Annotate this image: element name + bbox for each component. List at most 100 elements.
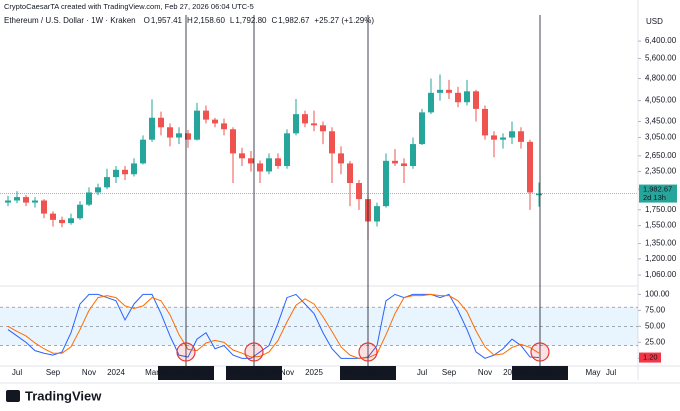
candle-body [482, 108, 488, 136]
candle-body [23, 197, 29, 203]
y-tick-label: 50.00 [645, 321, 666, 330]
candle-body [113, 169, 119, 178]
candle-body [410, 144, 416, 167]
x-tick-label: Jul [606, 368, 616, 377]
candle-body [248, 158, 254, 164]
last-value-label: 1.20 [643, 353, 658, 362]
candle-body [32, 200, 38, 203]
marker-circle [176, 342, 196, 362]
candle-body [536, 193, 542, 196]
change: +25.27 (+1.29%) [314, 16, 374, 25]
y-tick-label: 2,350.00 [645, 167, 677, 176]
candle-body [167, 127, 173, 138]
x-tick-label: Mar [145, 368, 159, 377]
marker-date-box [158, 366, 214, 380]
candle-body [383, 160, 389, 207]
candle-body [518, 131, 524, 142]
candle-body [455, 92, 461, 103]
candle-body [5, 200, 11, 203]
x-tick-label: May [585, 368, 600, 377]
y-tick-label: 1,200.00 [645, 254, 677, 263]
ohlc-key: L [230, 16, 235, 25]
footer-logo: TradingView [6, 388, 102, 403]
y-tick-label: 3,450.00 [645, 117, 677, 126]
candle-body [527, 141, 533, 193]
candle-body [230, 129, 236, 154]
marker-circle [358, 342, 378, 362]
candle-body [275, 158, 281, 167]
marker-date-label: Mon 06 May '24 [159, 368, 212, 377]
last-price-label: 1,982.67 [643, 185, 672, 194]
ohlc-value: 2,158.60 [194, 16, 226, 25]
ohlc-value: 1,957.41 [151, 16, 183, 25]
candle-body [104, 177, 110, 188]
candle-body [266, 158, 272, 172]
last-value-box [639, 352, 661, 363]
candle-body [149, 117, 155, 140]
candle-body [356, 183, 362, 200]
x-tick-label: 2024 [107, 368, 125, 377]
candle-body [41, 200, 47, 214]
candle-body [500, 137, 506, 140]
ohlc-value: 1,982.67 [278, 16, 310, 25]
logo-icon [6, 390, 20, 402]
candle-body [140, 139, 146, 164]
candle-body [392, 160, 398, 164]
candle-body [329, 131, 335, 154]
x-tick-label: Jul [12, 368, 22, 377]
candle-body [446, 89, 452, 93]
candle-body [239, 153, 245, 159]
y-tick-label: 1,350.00 [645, 239, 677, 248]
y-tick-label: 1,060.00 [645, 270, 677, 279]
marker-date-box [226, 366, 282, 380]
candle-body [419, 112, 425, 145]
ohlc-key: C [271, 16, 277, 25]
y-tick-label: 4,800.00 [645, 74, 677, 83]
candle-body [59, 219, 65, 224]
y-tick-label: 1,550.00 [645, 221, 677, 230]
y-tick-label: 75.00 [645, 305, 666, 314]
ohlc-value: 1,792.80 [235, 16, 267, 25]
y-tick-label: 6,400.00 [645, 36, 677, 45]
marker-date-box [512, 366, 568, 380]
candle-body [68, 218, 74, 224]
candle-body [293, 114, 299, 134]
x-tick-label: Jul [417, 368, 427, 377]
candle-body [428, 92, 434, 113]
candle-body [221, 123, 227, 130]
ohlc-key: O [144, 16, 150, 25]
last-price-box [639, 184, 677, 203]
countdown-label: 2d 13h [643, 193, 666, 202]
marker-date-label: Mon 09 Sep '24 [228, 368, 280, 377]
x-tick-label: Sep [46, 368, 61, 377]
candle-body [374, 206, 380, 222]
candle-body [194, 110, 200, 140]
x-tick-label: Nov [82, 368, 96, 377]
marker-circle [530, 342, 550, 362]
candle-body [284, 133, 290, 167]
candle-body [131, 163, 137, 175]
y-tick-label: 25.00 [645, 337, 666, 346]
candle-body [509, 131, 515, 138]
y-tick-label: 1,750.00 [645, 205, 677, 214]
currency: USD [646, 17, 663, 26]
marker-date-label: Mon 07 Apr '25 [343, 368, 393, 377]
ohlc-key: H [187, 16, 193, 25]
candle-body [212, 119, 218, 124]
marker-circle [244, 342, 264, 362]
candle-body [473, 91, 479, 109]
candle-body [203, 110, 209, 120]
candle-body [158, 117, 164, 128]
candle-body [302, 114, 308, 124]
candle-body [122, 169, 128, 175]
candle-body [50, 213, 56, 220]
candle-body [320, 125, 326, 132]
y-tick-label: 5,600.00 [645, 54, 677, 63]
marker-date-box [340, 366, 396, 380]
candle-body [77, 204, 83, 219]
marker-date-label: Mon 16 Feb '26 [514, 368, 566, 377]
y-tick-label: 2,650.00 [645, 151, 677, 160]
y-tick-label: 3,050.00 [645, 133, 677, 142]
